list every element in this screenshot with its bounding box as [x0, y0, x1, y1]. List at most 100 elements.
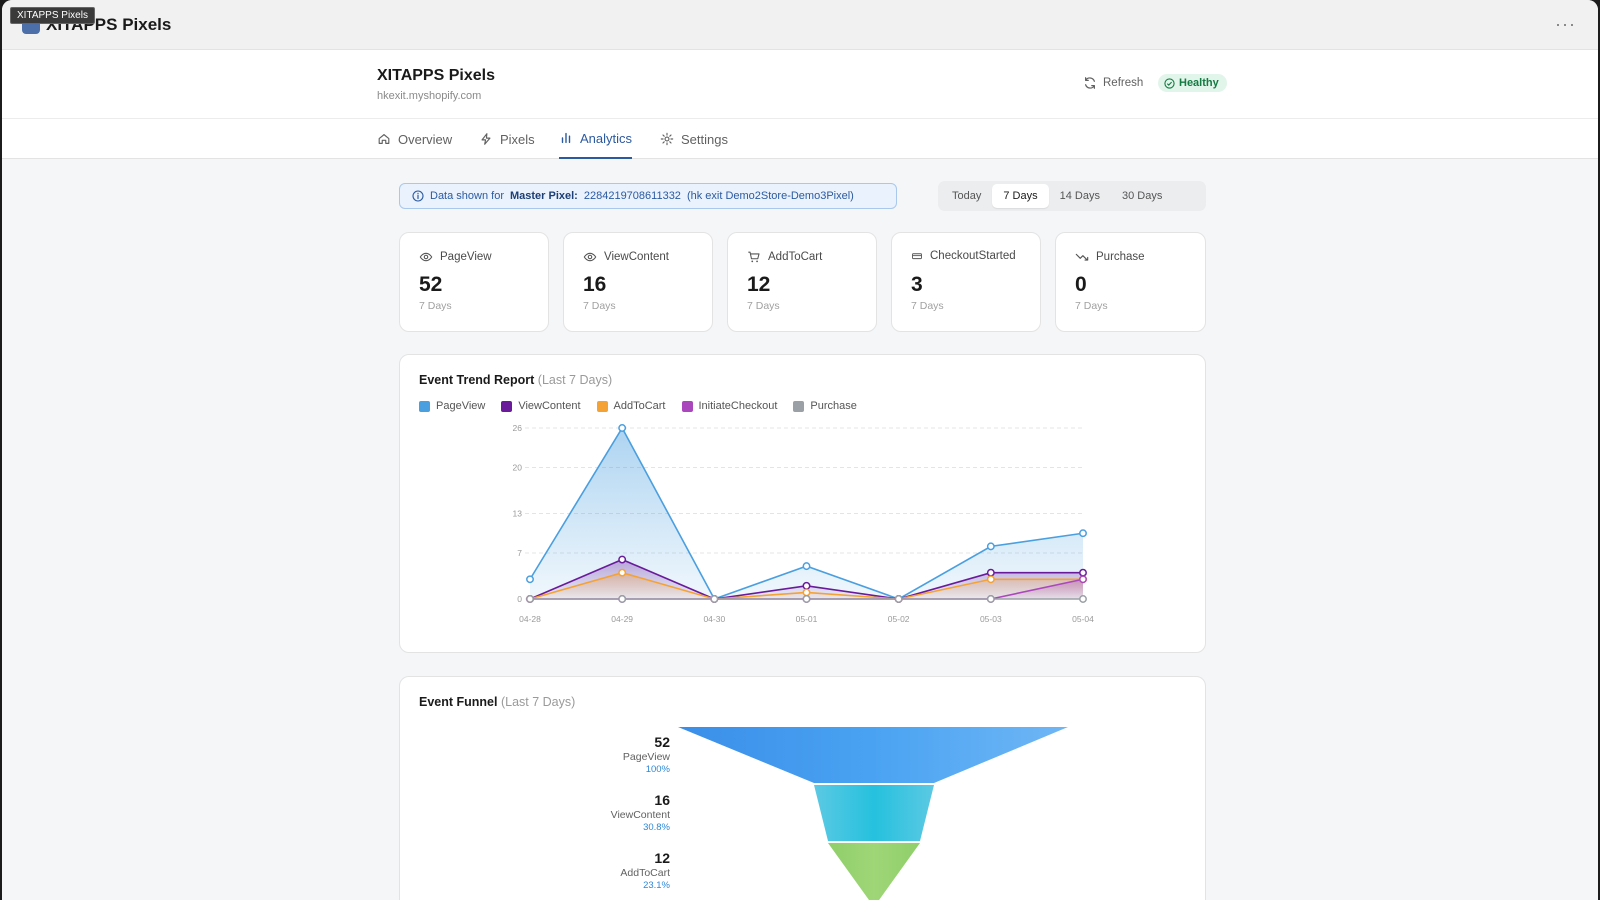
home-icon [378, 134, 390, 144]
trend-title-text: Event Trend Report [419, 373, 535, 387]
tab-label: Overview [398, 131, 453, 147]
funnel-stage-label: 52 PageView 100% [570, 734, 670, 775]
data-point-addtocart [618, 568, 627, 577]
range-today-button[interactable]: Today [952, 190, 982, 202]
stat-label: CheckoutStarted [930, 250, 1016, 262]
cart-icon [748, 251, 760, 263]
data-point-pageview [1079, 529, 1087, 538]
page-header: XITAPPS Pixels hkexit.myshopify.com Refr… [2, 50, 1598, 118]
tab-label: Analytics [580, 130, 633, 146]
range-7-days-button[interactable]: 7 Days [992, 184, 1049, 208]
tab-overview[interactable]: Overview [377, 119, 452, 159]
funnel-stage-name: ViewContent [610, 809, 670, 821]
funnel-stage-percent: 100% [645, 764, 670, 775]
refresh-button[interactable]: Refresh [1083, 76, 1143, 90]
stat-card-checkoutstarted: CheckoutStarted 3 7 Days [891, 232, 1041, 332]
series-area-initiatecheckout [530, 579, 1083, 599]
store-domain: hkexit.myshopify.com [377, 90, 482, 102]
eye-icon [419, 252, 433, 262]
legend-label: Purchase [810, 400, 857, 412]
y-tick-label: 26 [513, 423, 523, 433]
tab-settings[interactable]: Settings [660, 119, 728, 159]
stat-label: Purchase [1096, 251, 1145, 263]
legend-label: AddToCart [613, 400, 666, 412]
chart-legend: PageView ViewContent AddToCart InitiateC… [419, 400, 857, 412]
stat-period: 7 Days [1075, 300, 1108, 312]
data-point-purchase [986, 595, 995, 603]
tab-label: Pixels [500, 131, 535, 147]
date-range-selector: Today 7 Days 14 Days 30 Days [938, 181, 1206, 211]
stat-card-purchase: Purchase 0 7 Days [1055, 232, 1206, 332]
stat-card-pageview: PageView 52 7 Days [399, 232, 549, 332]
funnel-stage-name: PageView [622, 751, 670, 763]
stat-value: 0 [1075, 273, 1087, 296]
pixel-info-banner: Data shown for Master Pixel: 22842197086… [399, 183, 897, 209]
tab-analytics[interactable]: Analytics [559, 119, 633, 159]
range-30-days-button[interactable]: 30 Days [1121, 190, 1163, 202]
status-label: Healthy [1179, 77, 1219, 89]
legend-label: PageView [436, 400, 486, 412]
check-circle-icon [1164, 77, 1175, 89]
funnel-segment-addtocart [828, 843, 920, 900]
data-point-initiatecheckout [1079, 575, 1087, 584]
y-tick-label: 20 [513, 462, 523, 472]
window-tooltip: XITAPPS Pixels [10, 7, 95, 24]
gear-icon [660, 132, 674, 146]
banner-pixel-id: 2284219708611332 [583, 190, 681, 202]
data-point-viewcontent [986, 568, 995, 577]
trend-down-icon [1075, 253, 1089, 261]
funnel-title-text: Event Funnel [419, 695, 498, 709]
y-tick-label: 0 [517, 594, 522, 604]
funnel-stage-value: 52 [654, 734, 670, 750]
funnel-stage-label: 16 ViewContent 30.8% [570, 792, 670, 833]
legend-item-pageview[interactable]: PageView [419, 400, 485, 412]
trend-title: Event Trend Report (Last 7 Days) [419, 373, 612, 387]
legend-item-purchase[interactable]: Purchase [793, 400, 857, 412]
x-tick-label: 05-03 [980, 614, 1002, 624]
funnel-stage-value: 16 [654, 792, 670, 808]
refresh-icon [1085, 77, 1095, 89]
stat-period: 7 Days [911, 300, 944, 312]
x-tick-label: 05-01 [796, 614, 818, 624]
y-tick-label: 7 [517, 548, 522, 558]
funnel-title: Event Funnel (Last 7 Days) [419, 695, 575, 709]
x-tick-label: 04-28 [519, 614, 541, 624]
stat-period: 7 Days [583, 300, 616, 312]
trend-chart: 0 7 13 20 26 04-28 04-29 04-30 05-01 05-02 05-03 05… [513, 423, 1095, 624]
funnel-stage-label: 12 AddToCart 23.1% [570, 850, 670, 891]
data-point-viewcontent [802, 581, 811, 590]
tab-label: Settings [681, 131, 728, 147]
data-point-viewcontent [1079, 568, 1087, 577]
legend-item-addtocart[interactable]: AddToCart [596, 400, 666, 412]
stat-card-addtocart: AddToCart 12 7 Days [727, 232, 877, 332]
stat-label: AddToCart [768, 251, 823, 263]
funnel-stage-percent: 30.8% [643, 822, 670, 833]
bar-chart-icon [561, 132, 571, 144]
refresh-label: Refresh [1103, 77, 1144, 89]
x-tick-label: 04-29 [611, 614, 633, 624]
nav-tabs: Overview Pixels Analytics Settings [2, 118, 1598, 159]
data-point-addtocart [802, 588, 811, 597]
funnel-stage-name: AddToCart [620, 867, 670, 879]
series-area-addtocart [530, 572, 1083, 599]
legend-label: ViewContent [518, 400, 581, 412]
banner-pixel-label: Master Pixel: [509, 190, 578, 202]
stat-value: 16 [583, 273, 607, 296]
stat-label: ViewContent [604, 251, 669, 263]
more-options-icon[interactable]: ··· [1555, 14, 1576, 34]
legend-item-viewcontent[interactable]: ViewContent [501, 400, 581, 412]
status-badge: Healthy [1158, 74, 1227, 92]
data-point-purchase [802, 595, 811, 603]
banner-prefix: Data shown for [430, 190, 504, 202]
stat-label: PageView [440, 251, 492, 263]
funnel-segment-pageview [678, 727, 1068, 783]
legend-item-initiatecheckout[interactable]: InitiateCheckout [681, 400, 777, 412]
range-14-days-button[interactable]: 14 Days [1059, 190, 1100, 202]
data-point-pageview [802, 562, 811, 571]
funnel-segment-viewcontent [814, 785, 934, 841]
trend-subtitle: (Last 7 Days) [537, 373, 613, 387]
funnel-stage-percent: 23.1% [643, 880, 670, 891]
stat-value: 12 [747, 273, 771, 296]
tab-pixels[interactable]: Pixels [479, 119, 535, 159]
